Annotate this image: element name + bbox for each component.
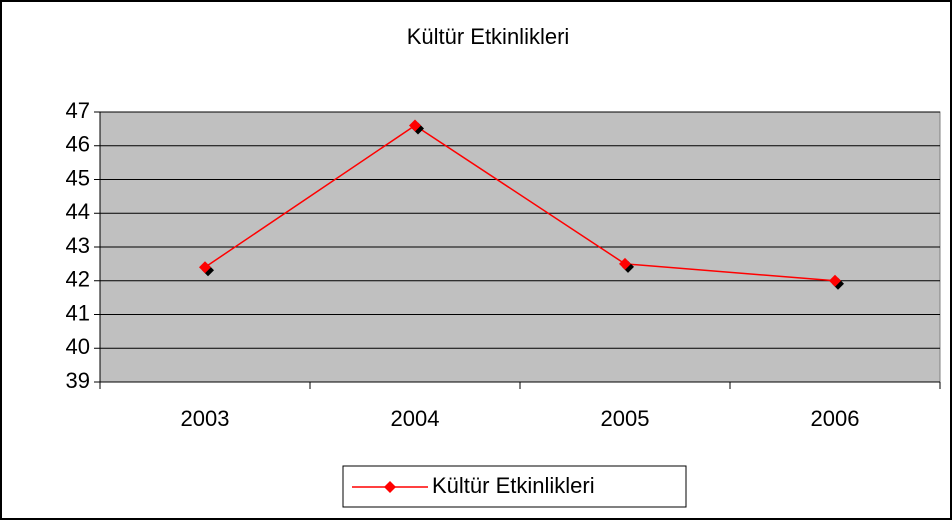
y-tick-label: 43 bbox=[66, 233, 90, 258]
y-tick-label: 46 bbox=[66, 132, 90, 157]
marker bbox=[199, 261, 211, 274]
marker bbox=[409, 119, 421, 132]
y-tick-label: 39 bbox=[66, 368, 90, 393]
chart-title: Kültür Etkinlikleri bbox=[407, 24, 570, 49]
legend-marker bbox=[384, 481, 396, 493]
x-tick-label: 2006 bbox=[811, 406, 860, 431]
y-tick-label: 40 bbox=[66, 334, 90, 359]
legend-label: Kültür Etkinlikleri bbox=[432, 473, 595, 498]
y-tick-label: 42 bbox=[66, 267, 90, 292]
x-tick-label: 2003 bbox=[181, 406, 230, 431]
y-tick-label: 41 bbox=[66, 300, 90, 325]
series-line bbox=[204, 124, 836, 282]
y-tick-label: 45 bbox=[66, 165, 90, 190]
y-tick-label: 44 bbox=[66, 199, 90, 224]
x-tick-label: 2005 bbox=[601, 406, 650, 431]
x-tick-label: 2004 bbox=[391, 406, 440, 431]
marker bbox=[619, 257, 631, 270]
y-tick-label: 47 bbox=[66, 98, 90, 123]
marker bbox=[829, 274, 841, 287]
